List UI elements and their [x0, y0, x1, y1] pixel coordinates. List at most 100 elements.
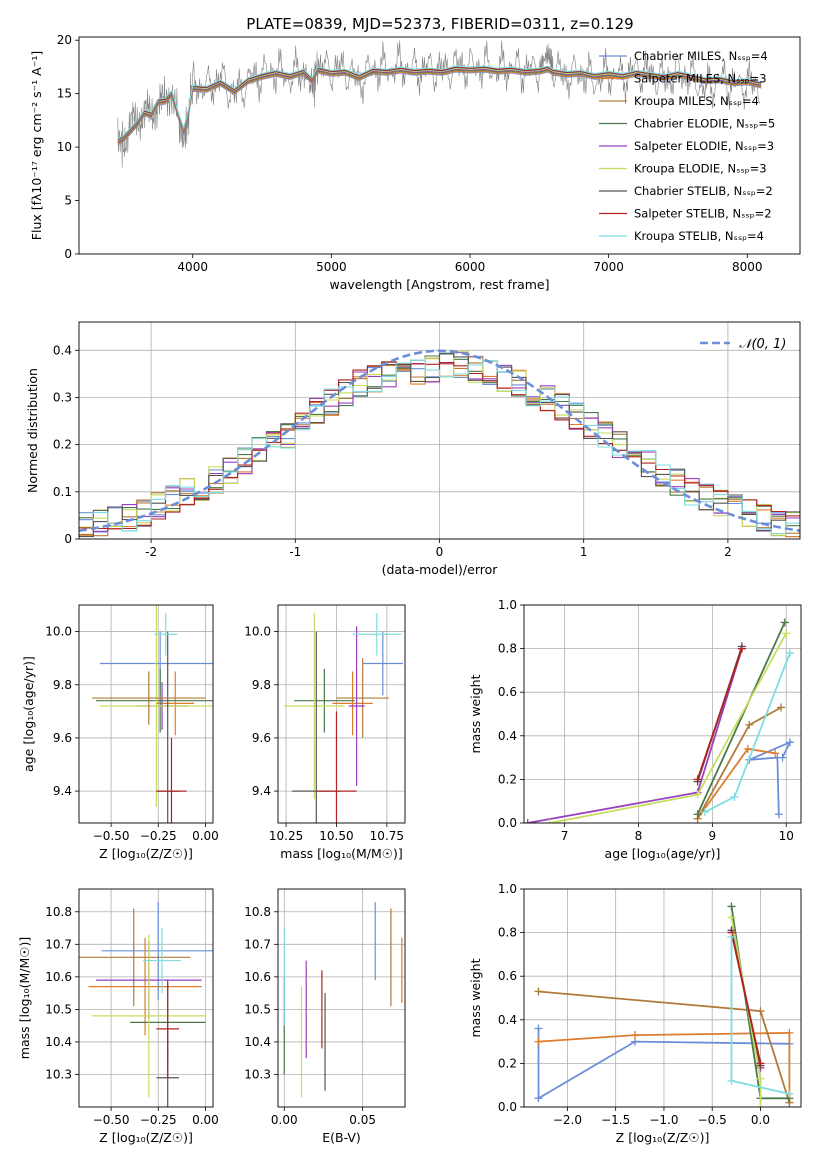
x-axis-label: Z [log₁₀(Z/Z☉)] — [99, 846, 193, 861]
x-tick-label: 0.00 — [192, 1113, 219, 1127]
errorbar-plot-area — [284, 612, 403, 823]
axes-frame — [78, 604, 214, 824]
y-tick-label: 10 — [57, 140, 72, 154]
y-tick-label: 0 — [64, 247, 72, 261]
legend-label: Kroupa MILES, Nₛₛₚ=4 — [634, 94, 759, 108]
panel-spectrum: 4000 5000 6000 7000 8000 0 5 10 15 20 wavelength [… — [29, 33, 801, 292]
weight-marker — [727, 1076, 736, 1085]
x-tick-label: 8 — [635, 829, 643, 843]
weight-marker — [785, 1028, 794, 1037]
y-tick-label: 0.8 — [498, 926, 517, 940]
x-tick-label: −0.50 — [93, 829, 130, 843]
y-tick-label: 0.2 — [498, 772, 517, 786]
y-tick-label: 15 — [57, 87, 72, 101]
errorbar-plot-area — [283, 902, 403, 1098]
y-tick-label: 0.2 — [498, 1056, 517, 1070]
y-tick-label: 10.3 — [244, 1067, 271, 1081]
weight-marker — [771, 749, 780, 758]
legend-label: Chabrier STELIB, Nₛₛₚ=2 — [634, 184, 773, 198]
y-axis-label: age [log₁₀(age/yr)] — [21, 656, 36, 772]
weight-marker — [630, 1031, 639, 1040]
x-tick-label: 10.75 — [370, 829, 404, 843]
x-tick-label: −1.5 — [601, 1113, 630, 1127]
axes-frame — [523, 888, 802, 1108]
weight-marker — [727, 913, 736, 922]
weight-line — [538, 1031, 791, 1103]
y-tick-label: 0.1 — [53, 485, 72, 499]
legend-label: 𝒩(0, 1) — [739, 337, 786, 352]
y-tick-label: 0.2 — [53, 438, 72, 452]
y-tick-label: 10.6 — [244, 970, 271, 984]
y-tick-label: 9.4 — [53, 784, 72, 798]
weight-line — [704, 652, 791, 813]
weight-line — [549, 632, 787, 823]
y-tick-label: 0.4 — [498, 1013, 517, 1027]
y-tick-label: 0 — [64, 532, 72, 546]
residual-histogram-step — [79, 361, 800, 530]
y-tick-label: 1.0 — [498, 882, 517, 896]
y-tick-label: 10.8 — [244, 905, 271, 919]
x-tick-label: 7000 — [593, 260, 624, 274]
y-tick-label: 0.6 — [498, 685, 517, 699]
errorbar-plot-area — [79, 902, 213, 1107]
figure-title: PLATE=0839, MJD=52373, FIBERID=0311, z=0… — [246, 15, 633, 33]
x-tick-label: 10.25 — [269, 829, 303, 843]
x-tick-label: 1 — [580, 545, 588, 559]
weight-marker — [756, 1074, 765, 1083]
x-tick-label: 10 — [779, 829, 794, 843]
y-tick-label: 0.0 — [498, 816, 517, 830]
y-tick-label: 0.4 — [53, 343, 72, 357]
x-tick-label: -1 — [289, 545, 301, 559]
weight-marker — [730, 792, 739, 801]
panel-mass_vs_Z: −0.50 −0.25 0.00 10.3 10.4 10.5 10.6 10.7 10.8 Z … — [17, 888, 219, 1145]
y-tick-label: 9.6 — [252, 731, 271, 745]
legend-label: Kroupa ELODIE, Nₛₛₚ=3 — [634, 162, 767, 176]
weight-marker — [534, 987, 543, 996]
panel-weight_vs_Z: −2.0 −1.5 −1.0 −0.5 0.0 0.0 0.2 0.4 0.6 0.8 1.0 Z [… — [468, 882, 802, 1145]
x-tick-label: 4000 — [177, 260, 208, 274]
weight-marker — [756, 1007, 765, 1016]
x-axis-label: Z [log₁₀(Z/Z☉)] — [99, 1130, 193, 1145]
axes-frame — [78, 321, 801, 540]
y-tick-label: 5 — [64, 194, 72, 208]
weight-marker — [756, 1103, 765, 1107]
x-tick-label: 2 — [724, 545, 732, 559]
weight-marker — [727, 932, 736, 941]
x-tick-label: 0.05 — [349, 1113, 376, 1127]
x-tick-label: −0.25 — [140, 1113, 177, 1127]
y-axis-label: Flux [fλ10⁻¹⁷ erg cm⁻² s⁻¹ A⁻¹] — [29, 51, 44, 240]
weight-marker — [693, 790, 702, 799]
y-axis-label: Normed distribution — [25, 368, 40, 493]
weight-marker — [778, 753, 787, 762]
panel-age_vs_Z: −0.50 −0.25 0.00 9.4 9.6 9.8 10.0 Z [log₁₀(Z/Z☉… — [21, 604, 219, 861]
y-tick-label: 10.7 — [45, 937, 72, 951]
spectrum-legend: Chabrier MILES, Nₛₛₚ=4 Salpeter MILES, Nₛ… — [599, 49, 775, 243]
weight-marker — [534, 1024, 543, 1033]
x-tick-label: 0 — [436, 545, 444, 559]
y-tick-label: 1.0 — [498, 598, 517, 612]
x-tick-label: 0.00 — [271, 1113, 298, 1127]
histogram-plot-area — [79, 349, 800, 538]
weight-plot-area — [524, 618, 794, 823]
weight-marker — [534, 1094, 543, 1103]
x-axis-label: E(B-V) — [322, 1130, 361, 1145]
x-tick-label: 7 — [561, 829, 569, 843]
panel-residuals: -2 -1 0 1 2 0 0.1 0.2 0.3 0.4 (data-model)/error No… — [25, 321, 801, 577]
legend-label: Kroupa STELIB, Nₛₛₚ=4 — [634, 229, 764, 243]
weight-marker — [693, 810, 702, 819]
weight-marker — [534, 1037, 543, 1046]
histogram-legend: 𝒩(0, 1) — [700, 337, 786, 352]
y-tick-label: 10.5 — [45, 1002, 72, 1016]
x-tick-label: 6000 — [455, 260, 486, 274]
model-spectrum-line — [117, 65, 762, 140]
weight-line — [537, 1028, 790, 1100]
x-tick-label: −0.25 — [140, 829, 177, 843]
y-axis-label: mass weight — [468, 674, 483, 753]
weight-marker — [693, 775, 702, 784]
y-tick-label: 10.4 — [244, 1035, 271, 1049]
x-tick-label: 10.50 — [319, 829, 353, 843]
weight-marker — [745, 720, 754, 729]
legend-label: Chabrier MILES, Nₛₛₚ=4 — [634, 49, 768, 63]
legend-label: Salpeter MILES, Nₛₛₚ=3 — [634, 72, 767, 86]
legend-label: Chabrier ELODIE, Nₛₛₚ=5 — [634, 117, 775, 131]
